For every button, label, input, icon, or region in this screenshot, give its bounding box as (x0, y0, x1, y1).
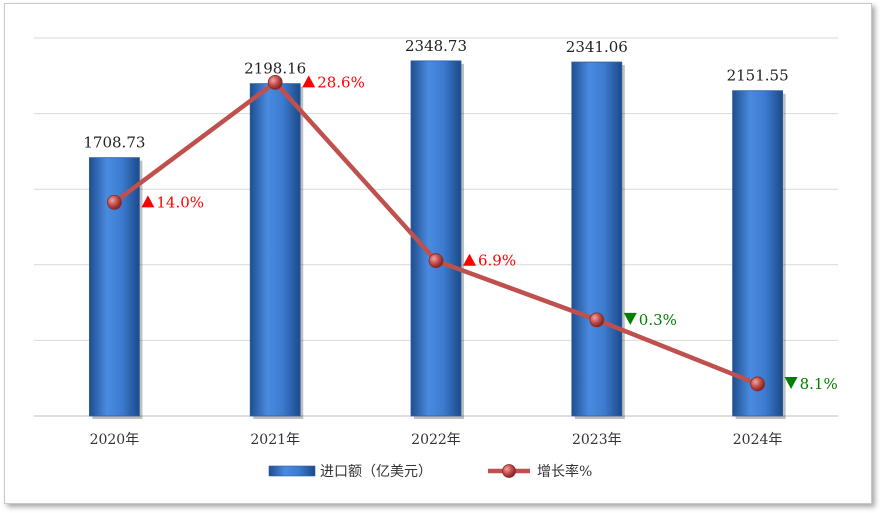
growth-value-label: 8.1% (800, 375, 838, 393)
x-tick-label: 2021年 (250, 432, 300, 448)
line-point (750, 376, 765, 392)
bar-value-label: 1708.73 (83, 134, 145, 152)
line-value-labels: 14.0% 28.6% 6.9% 0.3% 8.1% (141, 73, 838, 393)
down-arrow-icon (623, 312, 637, 325)
up-arrow-icon (141, 195, 155, 208)
bar-value-labels: 1708.73 2198.16 2348.73 2341.06 2151.55 (83, 37, 788, 152)
line-point (267, 74, 283, 90)
x-tick-label: 2024年 (733, 432, 783, 448)
bar (732, 90, 783, 417)
x-tick-label: 2022年 (411, 432, 461, 448)
x-axis-labels: 2020年 2021年 2022年 2023年 2024年 (90, 432, 783, 448)
growth-value-label: 28.6% (317, 73, 365, 91)
legend-line-marker (502, 464, 516, 478)
growth-value-label: 0.3% (639, 311, 677, 329)
legend: 进口额（亿美元） 增长率% (268, 463, 592, 480)
growth-value-label: 14.0% (156, 193, 204, 211)
legend-label-import: 进口额（亿美元） (320, 464, 432, 480)
bar (249, 83, 301, 417)
line-point (107, 194, 122, 210)
bar (571, 61, 623, 417)
bar-value-label: 2348.73 (405, 37, 467, 55)
bar-series (89, 60, 786, 420)
line-point (428, 253, 444, 269)
bar-value-label: 2341.06 (566, 38, 628, 56)
bar-value-label: 2151.55 (727, 67, 789, 85)
legend-bar-swatch (268, 465, 316, 477)
bar (410, 60, 462, 417)
up-arrow-icon (302, 75, 316, 88)
x-tick-label: 2023年 (572, 432, 622, 448)
line-point (589, 312, 605, 328)
growth-value-label: 6.9% (478, 252, 516, 270)
line-series (107, 74, 765, 392)
bar-value-label: 2198.16 (244, 60, 306, 78)
up-arrow-icon (463, 253, 476, 266)
down-arrow-icon (784, 376, 798, 389)
legend-label-growth: 增长率% (537, 463, 592, 480)
x-tick-label: 2020年 (90, 432, 140, 448)
